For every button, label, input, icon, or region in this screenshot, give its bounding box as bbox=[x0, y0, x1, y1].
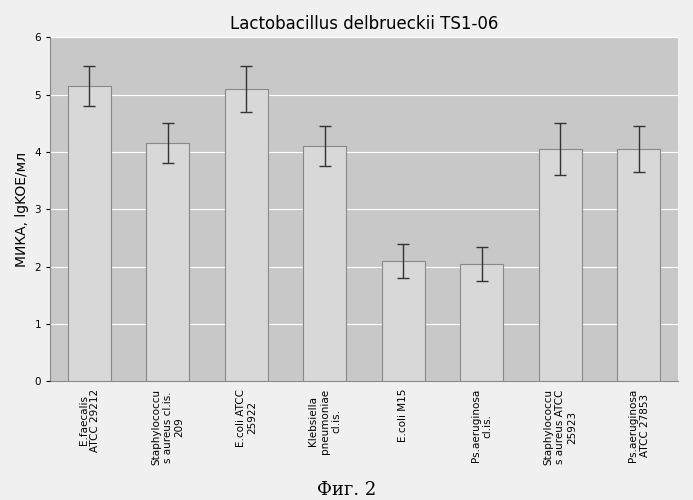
Bar bbox=[304, 146, 346, 381]
Bar bbox=[146, 144, 189, 381]
Bar bbox=[225, 89, 268, 381]
Bar bbox=[68, 86, 111, 381]
Bar bbox=[382, 261, 425, 381]
Title: Lactobacillus delbrueckii TS1-06: Lactobacillus delbrueckii TS1-06 bbox=[230, 15, 498, 33]
Y-axis label: МИКА, lgKOE/мл: МИКА, lgKOE/мл bbox=[15, 152, 29, 267]
Bar bbox=[617, 149, 660, 381]
Text: Фиг. 2: Фиг. 2 bbox=[317, 481, 376, 499]
Bar bbox=[538, 149, 582, 381]
Bar bbox=[460, 264, 503, 381]
